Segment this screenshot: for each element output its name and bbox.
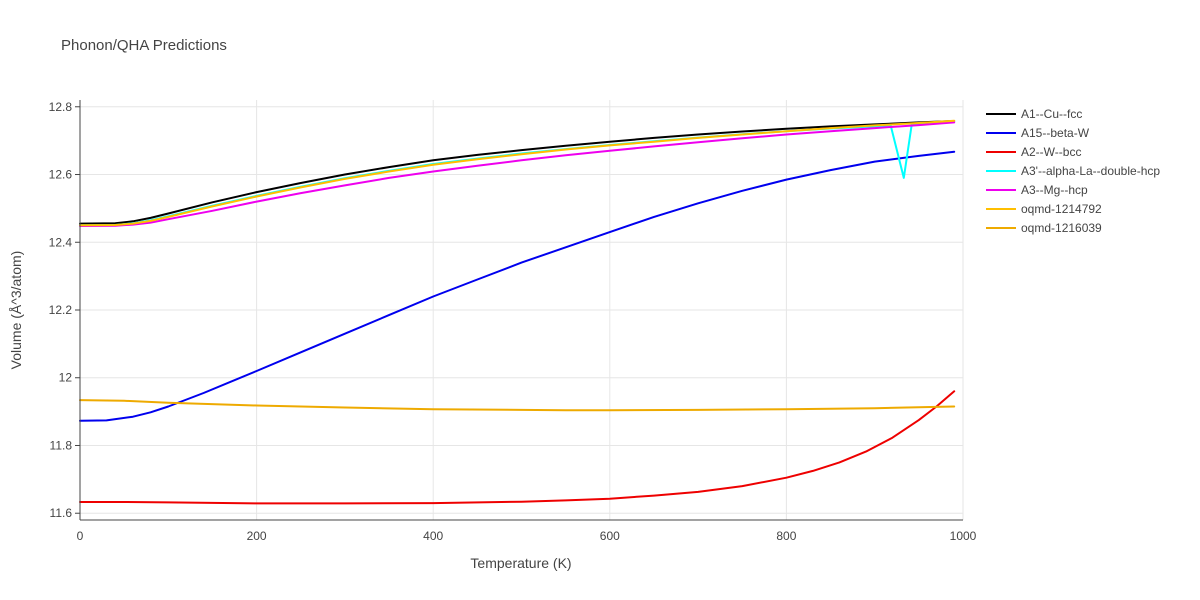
x-tick-label: 600 xyxy=(600,529,620,543)
x-tick-label: 400 xyxy=(423,529,443,543)
legend-label: oqmd-1216039 xyxy=(1021,221,1102,235)
x-tick-label: 0 xyxy=(77,529,84,543)
legend-label: oqmd-1214792 xyxy=(1021,202,1102,216)
x-axis-title: Temperature (K) xyxy=(470,555,571,571)
legend-item-a15-beta-w[interactable]: A15--beta-W xyxy=(986,126,1090,140)
series-line-oqmd-1214792[interactable] xyxy=(79,119,956,227)
y-axis-title: Volume (Å^3/atom) xyxy=(8,251,24,370)
y-tick-label: 11.8 xyxy=(50,438,73,452)
legend-item-a3-mg-hcp[interactable]: A3--Mg--hcp xyxy=(986,183,1088,197)
y-tick-label: 12.4 xyxy=(49,235,73,249)
axes: 0 200 400 600 800 1000 11.6 11.8 12 12.2 12.4 12.6 1… xyxy=(49,100,977,543)
series-line-oqmd-1216039[interactable] xyxy=(79,399,956,412)
x-tick-label: 1000 xyxy=(950,529,977,543)
legend-item-oqmd-1216039[interactable]: oqmd-1216039 xyxy=(986,221,1102,235)
legend[interactable]: A1--Cu--fcc A15--beta-W A2--W--bcc A3'--alp… xyxy=(986,107,1160,235)
y-tick-label: 12.8 xyxy=(49,100,73,114)
series-line-a2-w-bcc[interactable] xyxy=(79,390,956,505)
legend-label: A1--Cu--fcc xyxy=(1021,107,1082,121)
y-tick-label: 11.6 xyxy=(50,506,73,520)
legend-label: A3'--alpha-La--double-hcp xyxy=(1021,164,1160,178)
legend-item-a2-w-bcc[interactable]: A2--W--bcc xyxy=(986,145,1081,159)
chart-title: Phonon/QHA Predictions xyxy=(61,37,227,54)
y-tick-label: 12 xyxy=(59,371,73,385)
series-line-a1-cu-fcc[interactable] xyxy=(79,120,956,225)
legend-item-oqmd-1214792[interactable]: oqmd-1214792 xyxy=(986,202,1102,216)
x-tick-label: 800 xyxy=(776,529,796,543)
series-line-a15-beta-w[interactable] xyxy=(79,150,956,422)
x-tick-label: 200 xyxy=(247,529,267,543)
legend-item-a1-cu-fcc[interactable]: A1--Cu--fcc xyxy=(986,107,1082,121)
series-line-a3-alpha-la-double-hcp[interactable] xyxy=(79,120,956,227)
legend-label: A2--W--bcc xyxy=(1021,145,1081,159)
series-layer xyxy=(79,119,956,505)
legend-label: A15--beta-W xyxy=(1021,126,1090,140)
legend-label: A3--Mg--hcp xyxy=(1021,183,1088,197)
y-tick-label: 12.2 xyxy=(49,303,73,317)
grid xyxy=(80,100,964,520)
y-tick-label: 12.6 xyxy=(49,168,73,182)
legend-item-a3-alpha-la-double-hcp[interactable]: A3'--alpha-La--double-hcp xyxy=(986,164,1160,178)
series-line-a3-mg-hcp[interactable] xyxy=(79,121,956,227)
